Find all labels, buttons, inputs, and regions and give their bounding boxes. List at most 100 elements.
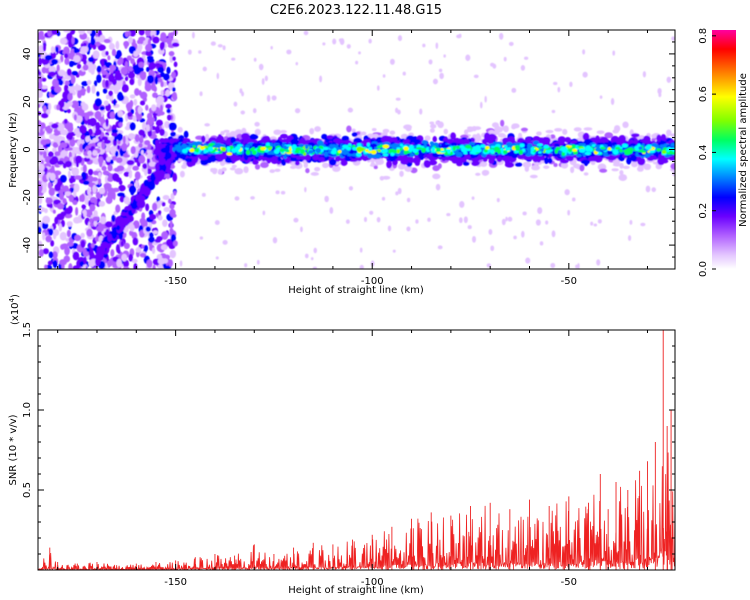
heatmap-cell	[313, 247, 318, 254]
heatmap-cell	[376, 85, 380, 91]
heatmap-cell	[80, 240, 86, 248]
heatmap-cell	[580, 159, 591, 165]
heatmap-cell	[627, 235, 632, 241]
heatmap-cell	[138, 155, 146, 164]
heatmap-cell	[220, 131, 225, 136]
heatmap-cell	[57, 160, 64, 166]
heatmap-cell	[157, 264, 164, 269]
heatmap-cell	[535, 219, 541, 226]
heatmap-cell	[123, 242, 130, 250]
heatmap-cell	[459, 217, 463, 224]
heatmap-cell	[612, 159, 621, 165]
heatmap-cell	[476, 136, 481, 143]
heatmap-cell	[222, 45, 226, 51]
heatmap-cell	[137, 105, 143, 115]
heatmap-cell	[169, 220, 173, 230]
heatmap-cell	[53, 199, 61, 205]
heatmap-cell	[435, 42, 439, 49]
heatmap-cell	[304, 253, 309, 259]
heatmap-cell	[56, 203, 65, 210]
heatmap-cell	[382, 74, 386, 78]
heatmap-cell	[89, 222, 95, 227]
heatmap-cell	[116, 225, 121, 231]
heatmap-cell	[122, 259, 129, 268]
heatmap-cell	[168, 50, 175, 57]
heatmap-cell	[215, 155, 222, 160]
heatmap-cell	[539, 241, 544, 246]
heatmap-cell	[256, 259, 260, 265]
heatmap-cell	[123, 171, 130, 177]
heatmap-cell	[128, 36, 133, 44]
heatmap-cell	[64, 75, 71, 80]
heatmap-cell	[95, 121, 101, 131]
heatmap-cell	[133, 220, 140, 229]
heatmap-cell	[74, 175, 83, 180]
heatmap-cell	[146, 75, 155, 84]
heatmap-cell	[56, 138, 61, 145]
heatmap-cell	[154, 171, 164, 179]
heatmap-cell	[368, 38, 372, 44]
heatmap-cell	[577, 262, 580, 269]
heatmap-cell	[570, 166, 575, 174]
heatmap-cell	[199, 236, 204, 240]
heatmap-cell	[363, 217, 368, 222]
heatmap-cell	[42, 151, 47, 159]
heatmap-cell	[149, 214, 157, 220]
heatmap-cell	[427, 217, 431, 222]
heatmap-cell	[72, 251, 80, 261]
heatmap-cell	[553, 163, 558, 168]
heatmap-cell	[173, 190, 177, 196]
heatmap-cell	[172, 91, 178, 101]
heatmap-cell	[96, 245, 106, 254]
heatmap-cell	[98, 158, 103, 168]
heatmap-cell	[406, 226, 411, 232]
heatmap-cell	[129, 78, 135, 86]
heatmap-cell	[201, 192, 206, 197]
heatmap-cell	[118, 184, 126, 192]
heatmap-cell	[146, 112, 153, 121]
heatmap-cell	[81, 81, 89, 87]
heatmap-cell	[536, 131, 542, 136]
heatmap-cell	[599, 95, 603, 99]
heatmap-cell	[415, 219, 419, 224]
heatmap-cell	[430, 124, 437, 129]
heatmap-cell	[136, 39, 144, 45]
heatmap-cell	[205, 134, 210, 141]
heatmap-cell	[132, 115, 137, 122]
heatmap-cell	[81, 171, 87, 181]
heatmap-cell	[132, 165, 140, 171]
heatmap-cell	[210, 41, 216, 46]
heatmap-cell	[500, 119, 505, 127]
heatmap-cell	[38, 226, 42, 234]
heatmap-cell	[144, 140, 151, 146]
heatmap-cell	[262, 210, 266, 216]
heatmap-cell	[59, 192, 64, 201]
heatmap-cell	[450, 142, 458, 146]
heatmap-cell	[139, 135, 144, 143]
heatmap-cell	[211, 168, 218, 172]
heatmap-cell	[520, 65, 526, 71]
heatmap-cell	[114, 150, 119, 157]
heatmap-cell	[166, 108, 171, 114]
heatmap-cell	[68, 60, 74, 68]
heatmap-cell	[166, 114, 172, 121]
heatmap-cell	[92, 184, 97, 194]
heatmap-cell	[604, 132, 614, 139]
heatmap-cell	[116, 145, 121, 150]
heatmap-cell	[329, 207, 334, 214]
heatmap-cell	[110, 145, 116, 155]
heatmap-cell	[139, 195, 146, 202]
heatmap-cell	[49, 134, 56, 140]
heatmap-cell	[488, 228, 493, 235]
heatmap-cell	[39, 35, 46, 40]
heatmap-cell	[169, 55, 174, 63]
heatmap-cell	[472, 235, 477, 243]
heatmap-cell	[359, 247, 363, 253]
heatmap-cell	[96, 74, 102, 83]
heatmap-cell	[118, 122, 123, 128]
heatmap-cell	[68, 194, 74, 203]
heatmap-cell	[101, 165, 107, 171]
heatmap-cell	[168, 259, 173, 267]
heatmap-cell	[266, 94, 271, 102]
heatmap-cell	[88, 168, 94, 176]
